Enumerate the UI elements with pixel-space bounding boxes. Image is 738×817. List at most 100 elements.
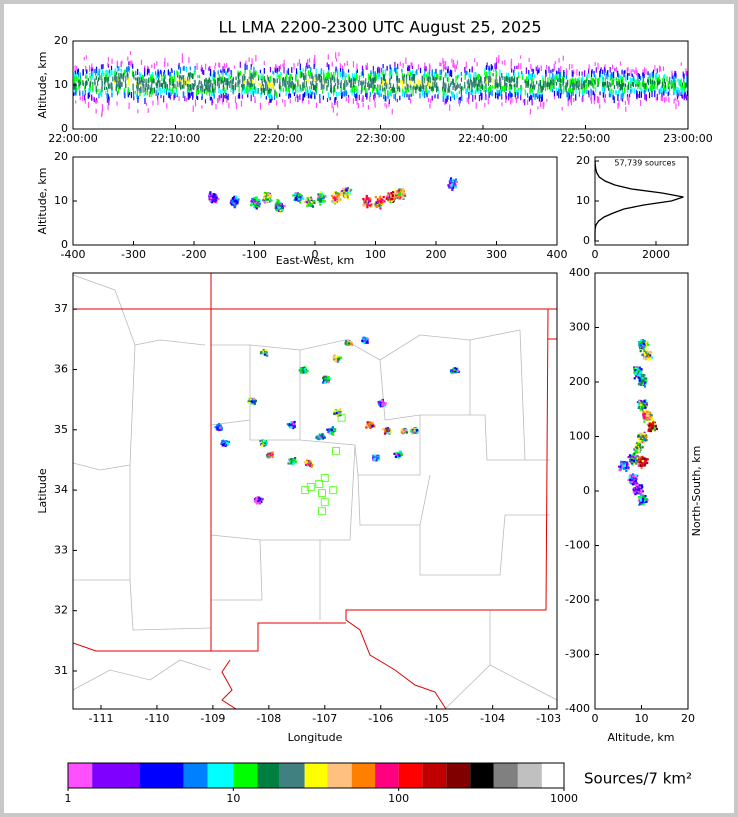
source-cell <box>305 198 308 202</box>
source-cell <box>250 200 253 203</box>
altitude-range <box>524 57 545 115</box>
source-cell <box>591 82 594 87</box>
source-cell <box>430 70 432 77</box>
source-cell <box>214 65 216 70</box>
source-cell <box>390 199 394 203</box>
source-cell <box>290 74 292 79</box>
source-cell <box>249 69 251 77</box>
source-cell <box>562 87 565 94</box>
source-cell <box>224 65 226 71</box>
source-cell <box>314 89 317 96</box>
source-cell <box>422 89 424 96</box>
source-cell <box>543 102 545 107</box>
x-tick-label: 400 <box>547 248 568 261</box>
source-cell <box>630 69 632 76</box>
source-cell <box>621 69 623 75</box>
source-cell <box>672 78 674 84</box>
source-cell <box>276 201 279 204</box>
source-cell <box>267 453 270 456</box>
source-cell <box>319 203 322 206</box>
source-cell <box>322 80 325 85</box>
source-cell <box>207 85 210 92</box>
source-cell <box>290 459 293 462</box>
source-cell <box>505 82 507 88</box>
source-cell <box>299 370 302 373</box>
source-cell <box>458 90 460 94</box>
source-cell <box>427 97 430 103</box>
source-cell <box>375 87 378 92</box>
source-cell <box>619 75 621 80</box>
source-cell <box>305 200 308 204</box>
source-cell <box>250 76 252 83</box>
source-cell <box>75 89 77 96</box>
source-cell <box>330 431 334 434</box>
annotation: 57,739 sources <box>614 159 675 168</box>
source-cell <box>369 423 372 427</box>
source-cell <box>333 71 335 77</box>
source-cell <box>511 97 513 103</box>
source-cell <box>248 401 251 405</box>
source-cell <box>152 72 154 78</box>
source-cell <box>544 86 547 92</box>
source-cell <box>588 68 590 74</box>
source-cell <box>485 93 487 101</box>
source-cell <box>319 93 321 98</box>
source-cell <box>373 456 376 459</box>
source-cell <box>573 69 575 75</box>
source-cell <box>186 79 188 86</box>
source-cell <box>590 95 593 99</box>
altitude-range <box>298 54 319 109</box>
source-cell <box>294 456 297 460</box>
source-cell <box>320 197 323 201</box>
source-cell <box>88 90 91 96</box>
source-cell <box>292 425 295 428</box>
source-cell <box>654 73 656 80</box>
source-cell <box>293 198 296 202</box>
source-cluster <box>250 196 262 210</box>
source-cell <box>382 69 385 75</box>
source-cell <box>663 84 665 90</box>
source-cell <box>650 85 653 90</box>
source-cell <box>250 86 252 90</box>
source-cell <box>405 431 409 434</box>
source-cell <box>103 72 105 77</box>
source-cluster <box>322 375 332 384</box>
source-cell <box>438 89 440 95</box>
source-cell <box>304 366 307 369</box>
source-cell <box>347 69 350 73</box>
source-cell <box>126 66 128 74</box>
source-cell <box>656 68 658 74</box>
source-cluster <box>361 336 369 345</box>
source-cell <box>480 92 482 97</box>
source-cell <box>301 72 303 78</box>
source-cell <box>593 97 595 105</box>
source-cell <box>306 62 308 68</box>
source-cell <box>321 193 324 197</box>
source-cell <box>411 71 413 78</box>
source-cell <box>570 94 572 101</box>
source-cell <box>407 88 409 93</box>
source-cell <box>473 76 475 83</box>
source-cell <box>576 69 578 76</box>
source-cell <box>209 195 213 198</box>
source-cell <box>291 76 293 81</box>
source-cell <box>500 84 502 90</box>
source-cell <box>596 78 599 86</box>
source-cell <box>336 77 338 82</box>
source-cell <box>521 73 524 80</box>
source-cell <box>218 88 220 93</box>
source-cell <box>540 65 542 72</box>
source-cell <box>537 69 539 74</box>
source-cell <box>279 93 281 97</box>
source-cell <box>451 58 453 63</box>
source-cell <box>84 86 86 91</box>
source-cluster <box>292 192 305 204</box>
source-cell <box>500 77 502 82</box>
source-cell <box>361 71 363 76</box>
source-cell <box>621 79 623 86</box>
source-cell <box>101 109 103 116</box>
source-cell <box>196 95 198 100</box>
source-cell <box>310 465 313 468</box>
source-cell <box>642 72 644 77</box>
source-cell <box>348 193 351 196</box>
